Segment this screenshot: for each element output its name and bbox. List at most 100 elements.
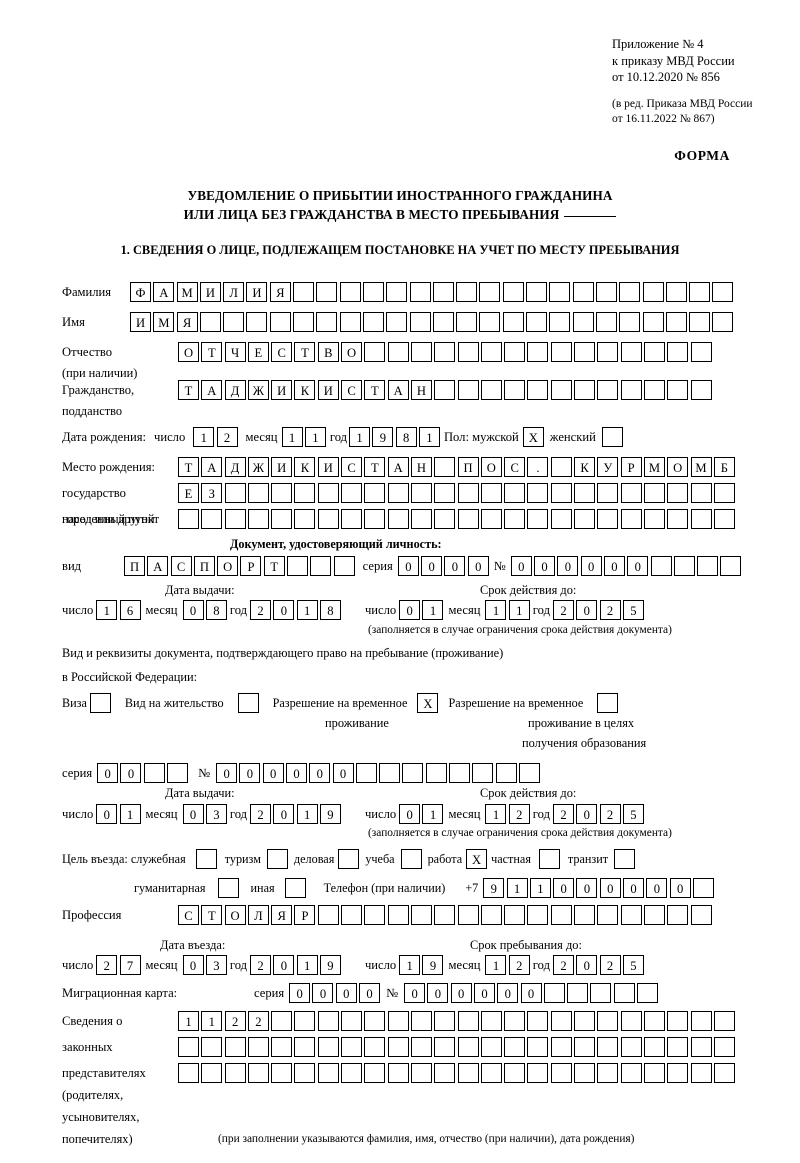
grid-cell[interactable]: 9 [483,878,505,898]
grid-cell[interactable]: 0 [427,983,449,1003]
grid-cell[interactable] [550,380,572,400]
grid-cell[interactable]: И [271,457,293,477]
grid-cell[interactable]: X [522,427,544,447]
grid-cell[interactable]: Р [240,556,262,576]
grid-cell[interactable] [550,905,572,925]
grid-cell[interactable]: Ж [247,457,269,477]
grid-cell[interactable]: И [317,457,339,477]
grid-cell[interactable] [355,763,377,783]
grid-cell[interactable]: 0 [557,556,579,576]
grid-cell[interactable]: 2 [96,955,118,975]
grid-cell[interactable] [601,427,623,447]
grid-cell[interactable] [434,1037,456,1057]
grid-cell[interactable] [713,1011,735,1031]
grid-cell[interactable] [364,342,386,362]
grid-cell[interactable]: 0 [520,983,542,1003]
grid-cell[interactable] [527,483,549,503]
grid-cell[interactable]: К [294,380,316,400]
grid-cell[interactable] [195,849,217,869]
grid-cell[interactable]: 0 [473,983,495,1003]
grid-cell[interactable]: Т [178,380,199,400]
grid-cell[interactable] [387,1063,409,1083]
purpose-service-checkbox[interactable] [195,849,217,869]
grid-cell[interactable]: 0 [239,763,261,783]
grid-cell[interactable]: 9 [422,955,444,975]
grid-cell[interactable] [597,483,619,503]
grid-cell[interactable]: О [217,556,239,576]
grid-cell[interactable]: 0 [623,878,645,898]
grid-cell[interactable] [637,983,659,1003]
grid-cell[interactable] [620,342,642,362]
grid-cell[interactable] [294,1011,316,1031]
grid-cell[interactable] [316,312,338,332]
grid-cell[interactable]: И [271,380,293,400]
grid-cell[interactable]: 0 [120,763,142,783]
grid-cell[interactable] [550,1063,572,1083]
grid-cell[interactable] [387,1011,409,1031]
grid-cell[interactable]: В [317,342,339,362]
grid-cell[interactable] [526,282,548,302]
grid-cell[interactable]: К [294,457,316,477]
purpose-business-checkbox[interactable] [338,849,360,869]
grid-cell[interactable] [457,1011,479,1031]
grid-cell[interactable]: 2 [216,427,238,447]
grid-cell[interactable] [338,849,360,869]
grid-cell[interactable]: 1 [485,804,507,824]
grid-cell[interactable] [434,342,456,362]
grid-cell[interactable] [620,1037,642,1057]
grid-cell[interactable] [472,763,494,783]
grid-cell[interactable]: О [178,342,199,362]
grid-cell[interactable] [480,342,502,362]
grid-cell[interactable]: Е [247,342,269,362]
grid-cell[interactable] [527,509,549,529]
grid-cell[interactable]: 0 [289,983,311,1003]
grid-cell[interactable] [590,983,612,1003]
grid-cell[interactable] [387,483,409,503]
purpose-transit-checkbox[interactable] [614,849,636,869]
grid-cell[interactable]: 1 [399,955,421,975]
grid-cell[interactable]: 0 [97,763,119,783]
grid-cell[interactable]: 5 [622,955,644,975]
grid-cell[interactable] [550,342,572,362]
grid-cell[interactable]: М [690,457,712,477]
grid-cell[interactable] [364,483,386,503]
grid-cell[interactable] [667,483,689,503]
grid-cell[interactable] [504,342,526,362]
grid-cell[interactable] [457,905,479,925]
grid-cell[interactable] [643,1037,665,1057]
grid-cell[interactable]: 1 [281,427,303,447]
grid-cell[interactable] [527,1011,549,1031]
grid-cell[interactable]: 0 [332,763,354,783]
grid-cell[interactable] [247,483,269,503]
grid-cell[interactable] [224,1037,246,1057]
grid-cell[interactable] [271,1011,293,1031]
grid-cell[interactable] [597,1011,619,1031]
grid-cell[interactable]: 0 [627,556,649,576]
grid-cell[interactable] [402,763,424,783]
grid-cell[interactable] [386,282,408,302]
grid-cell[interactable]: 0 [273,804,295,824]
grid-cell[interactable]: Л [223,282,245,302]
grid-cell[interactable] [597,693,619,713]
grid-cell[interactable] [341,1063,363,1083]
grid-cell[interactable]: Н [410,457,432,477]
grid-cell[interactable] [690,905,712,925]
grid-cell[interactable] [457,380,479,400]
grid-cell[interactable] [271,483,293,503]
grid-cell[interactable]: О [667,457,689,477]
grid-cell[interactable] [341,483,363,503]
grid-cell[interactable] [650,556,672,576]
grid-cell[interactable] [246,312,268,332]
grid-cell[interactable] [572,312,594,332]
grid-cell[interactable]: П [193,556,215,576]
